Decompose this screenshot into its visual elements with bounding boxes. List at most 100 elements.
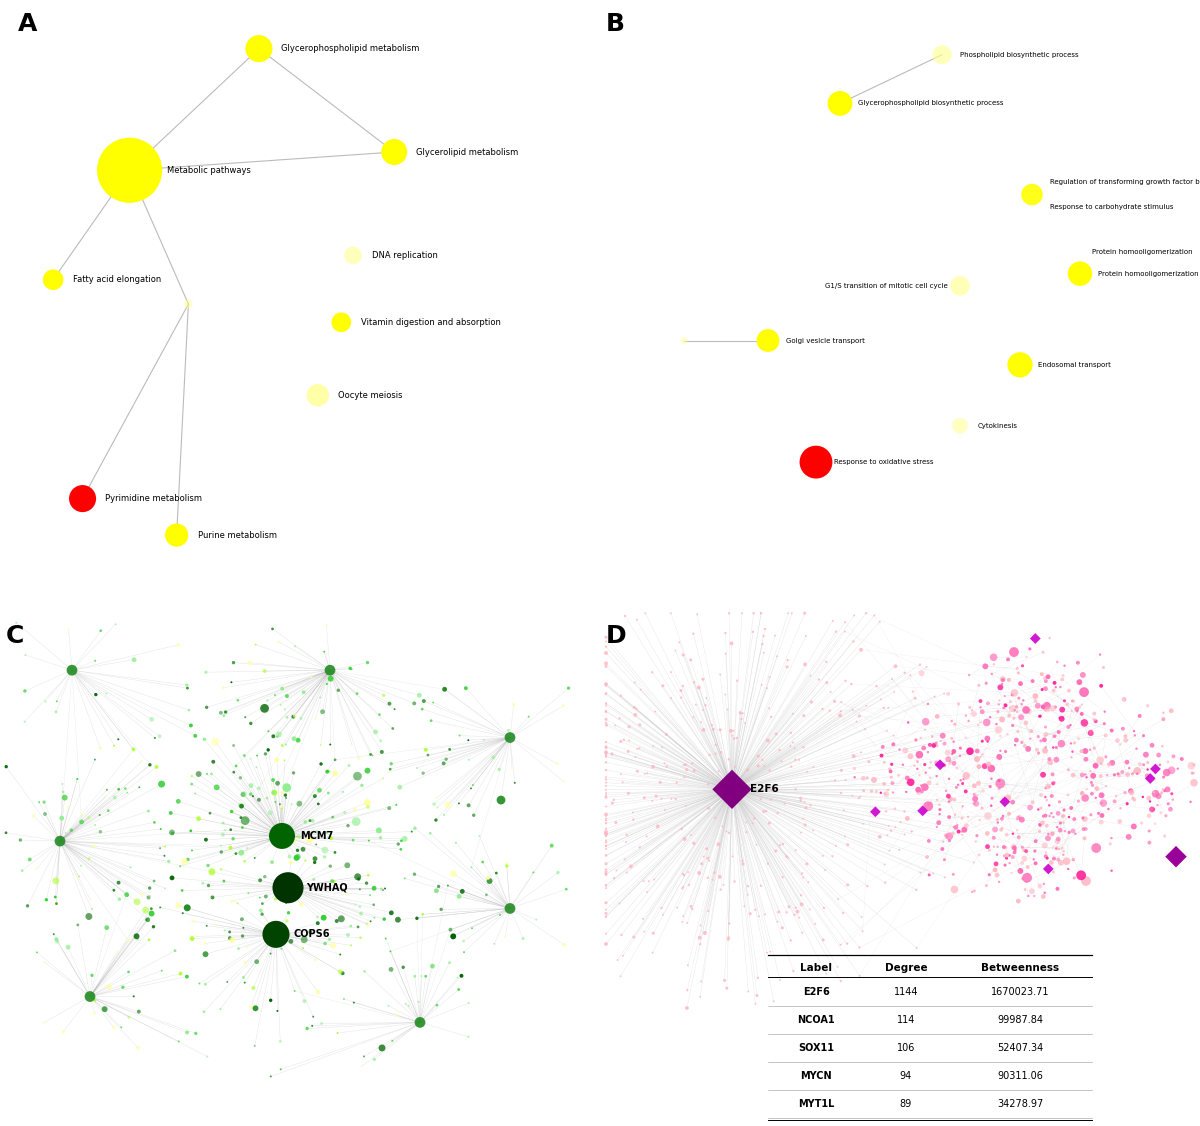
- Point: [910, 745, 929, 763]
- Point: [1126, 726, 1145, 744]
- Point: [968, 775, 988, 793]
- Point: [628, 610, 647, 628]
- Point: [1184, 774, 1200, 792]
- Point: [1021, 730, 1040, 748]
- Point: [527, 911, 546, 929]
- Point: [221, 821, 240, 839]
- Point: [1099, 799, 1118, 817]
- Point: [407, 759, 426, 777]
- Point: [1085, 739, 1104, 757]
- Point: [1062, 749, 1081, 767]
- Point: [1092, 786, 1111, 804]
- Text: 89: 89: [900, 1099, 912, 1109]
- Point: [706, 808, 725, 826]
- Point: [930, 756, 949, 774]
- Point: [559, 679, 578, 697]
- Point: [338, 926, 358, 944]
- Point: [718, 700, 737, 718]
- Point: [596, 676, 616, 694]
- Point: [1018, 869, 1037, 887]
- Point: [305, 850, 324, 868]
- Point: [1140, 833, 1159, 851]
- Point: [359, 866, 378, 884]
- Point: [995, 687, 1014, 705]
- Point: [266, 890, 286, 908]
- Point: [1080, 741, 1099, 759]
- Point: [85, 816, 104, 834]
- Point: [734, 897, 754, 915]
- Point: [376, 929, 395, 947]
- Point: [306, 951, 325, 969]
- Point: [73, 806, 92, 824]
- Point: [938, 750, 958, 768]
- Point: [661, 605, 680, 623]
- Point: [624, 928, 643, 946]
- Point: [337, 856, 356, 874]
- Point: [348, 868, 367, 886]
- Point: [1105, 793, 1124, 811]
- Point: [142, 900, 161, 918]
- Point: [1087, 779, 1106, 797]
- Point: [272, 736, 292, 754]
- Point: [268, 775, 287, 793]
- Point: [635, 789, 654, 807]
- Point: [1159, 795, 1178, 813]
- Point: [344, 993, 364, 1011]
- Point: [256, 868, 275, 886]
- Point: [260, 804, 280, 822]
- Point: [358, 653, 377, 671]
- Point: [100, 978, 119, 997]
- Point: [724, 722, 743, 740]
- Point: [943, 745, 962, 763]
- Point: [1036, 739, 1055, 757]
- Point: [610, 894, 629, 912]
- Point: [356, 874, 376, 892]
- Point: [944, 790, 964, 808]
- Point: [1003, 699, 1022, 717]
- Point: [1007, 811, 1026, 829]
- Point: [500, 729, 520, 747]
- Point: [1142, 736, 1162, 754]
- Point: [1075, 830, 1094, 848]
- Point: [362, 747, 382, 765]
- Point: [965, 794, 984, 812]
- Point: [1043, 766, 1062, 784]
- Point: [1058, 761, 1078, 779]
- Point: [359, 798, 378, 816]
- Point: [221, 839, 240, 857]
- Point: [215, 872, 234, 890]
- Point: [70, 867, 89, 885]
- Point: [625, 748, 644, 766]
- Point: [1004, 838, 1024, 856]
- Point: [372, 743, 391, 761]
- Point: [370, 706, 389, 724]
- Point: [1099, 756, 1118, 774]
- Point: [269, 923, 288, 941]
- Point: [198, 1047, 217, 1065]
- Point: [1001, 692, 1020, 711]
- Point: [1133, 788, 1152, 806]
- Point: [911, 864, 930, 882]
- Point: [744, 605, 763, 623]
- Point: [262, 945, 281, 963]
- Text: Vitamin digestion and absorption: Vitamin digestion and absorption: [361, 318, 500, 327]
- Point: [596, 685, 616, 703]
- Point: [612, 926, 631, 944]
- Point: [97, 780, 116, 798]
- Point: [1049, 804, 1068, 822]
- Point: [778, 658, 797, 676]
- Point: [169, 896, 188, 914]
- Point: [1068, 703, 1087, 721]
- Point: [673, 878, 692, 896]
- Point: [190, 974, 209, 992]
- Point: [370, 822, 389, 840]
- Point: [727, 671, 746, 689]
- Point: [1075, 810, 1094, 828]
- Point: [950, 739, 970, 757]
- Point: [359, 915, 378, 933]
- Text: MYT1L: MYT1L: [798, 1099, 834, 1109]
- Point: [306, 709, 325, 727]
- Point: [1044, 808, 1063, 826]
- Point: [1028, 697, 1048, 715]
- Point: [1062, 701, 1081, 720]
